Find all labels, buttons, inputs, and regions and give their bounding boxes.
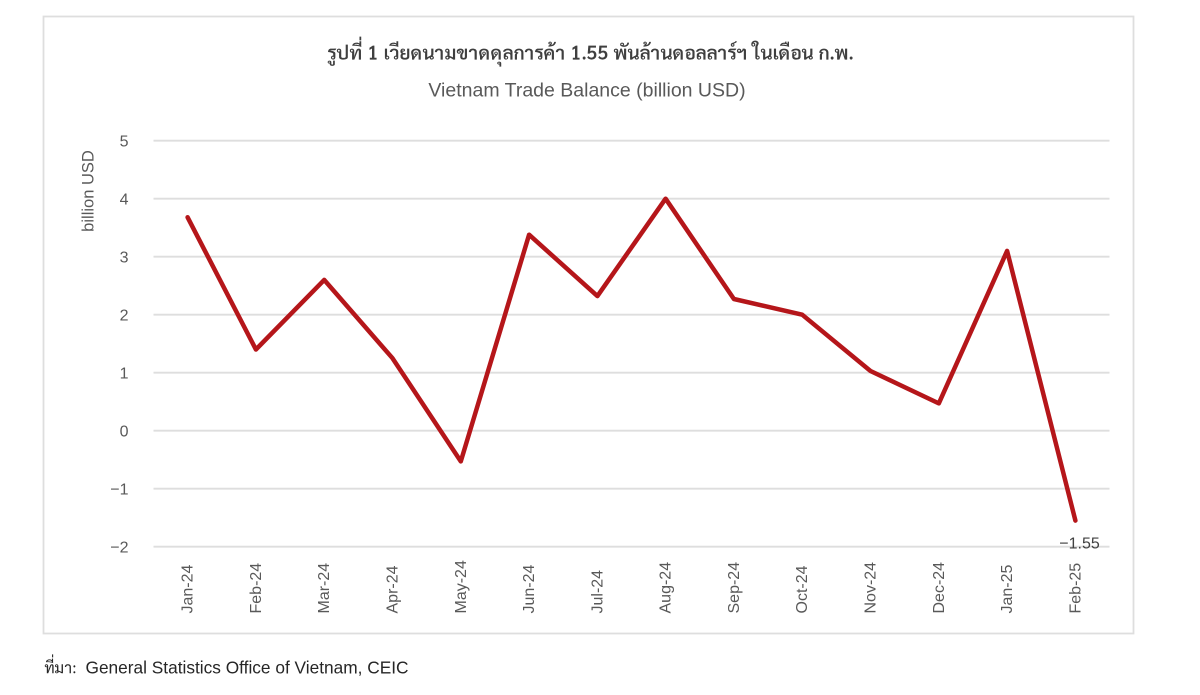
svg-text:Mar-24: Mar-24 (316, 563, 333, 614)
svg-text:Oct-24: Oct-24 (794, 565, 811, 613)
svg-text:Nov-24: Nov-24 (863, 562, 880, 614)
svg-text:0: 0 (120, 424, 129, 441)
svg-text:Aug-24: Aug-24 (658, 562, 675, 614)
svg-text:2: 2 (120, 308, 129, 325)
svg-text:Feb-24: Feb-24 (248, 563, 265, 614)
svg-text:Feb-25: Feb-25 (1067, 563, 1084, 614)
svg-text:−1: −1 (110, 482, 128, 499)
svg-text:−1.55: −1.55 (1059, 536, 1100, 553)
svg-text:4: 4 (120, 192, 129, 209)
svg-text:May-24: May-24 (453, 560, 470, 613)
svg-text:−2: −2 (110, 540, 128, 557)
svg-text:Jul-24: Jul-24 (589, 570, 606, 614)
svg-text:1: 1 (120, 366, 129, 383)
svg-text:5: 5 (120, 134, 129, 151)
svg-text:3: 3 (120, 250, 129, 267)
svg-text:Apr-24: Apr-24 (385, 565, 402, 613)
svg-text:Jan-25: Jan-25 (999, 564, 1016, 613)
svg-text:Jun-24: Jun-24 (521, 564, 538, 613)
svg-text:Dec-24: Dec-24 (931, 562, 948, 614)
svg-text:Sep-24: Sep-24 (726, 562, 743, 614)
svg-text:billion USD: billion USD (80, 150, 98, 232)
svg-text:General Statistics Office of V: General Statistics Office of Vietnam, CE… (86, 657, 409, 677)
svg-text:Vietnam Trade Balance (billion: Vietnam Trade Balance (billion USD) (428, 80, 745, 102)
svg-text:Jan-24: Jan-24 (180, 564, 197, 613)
